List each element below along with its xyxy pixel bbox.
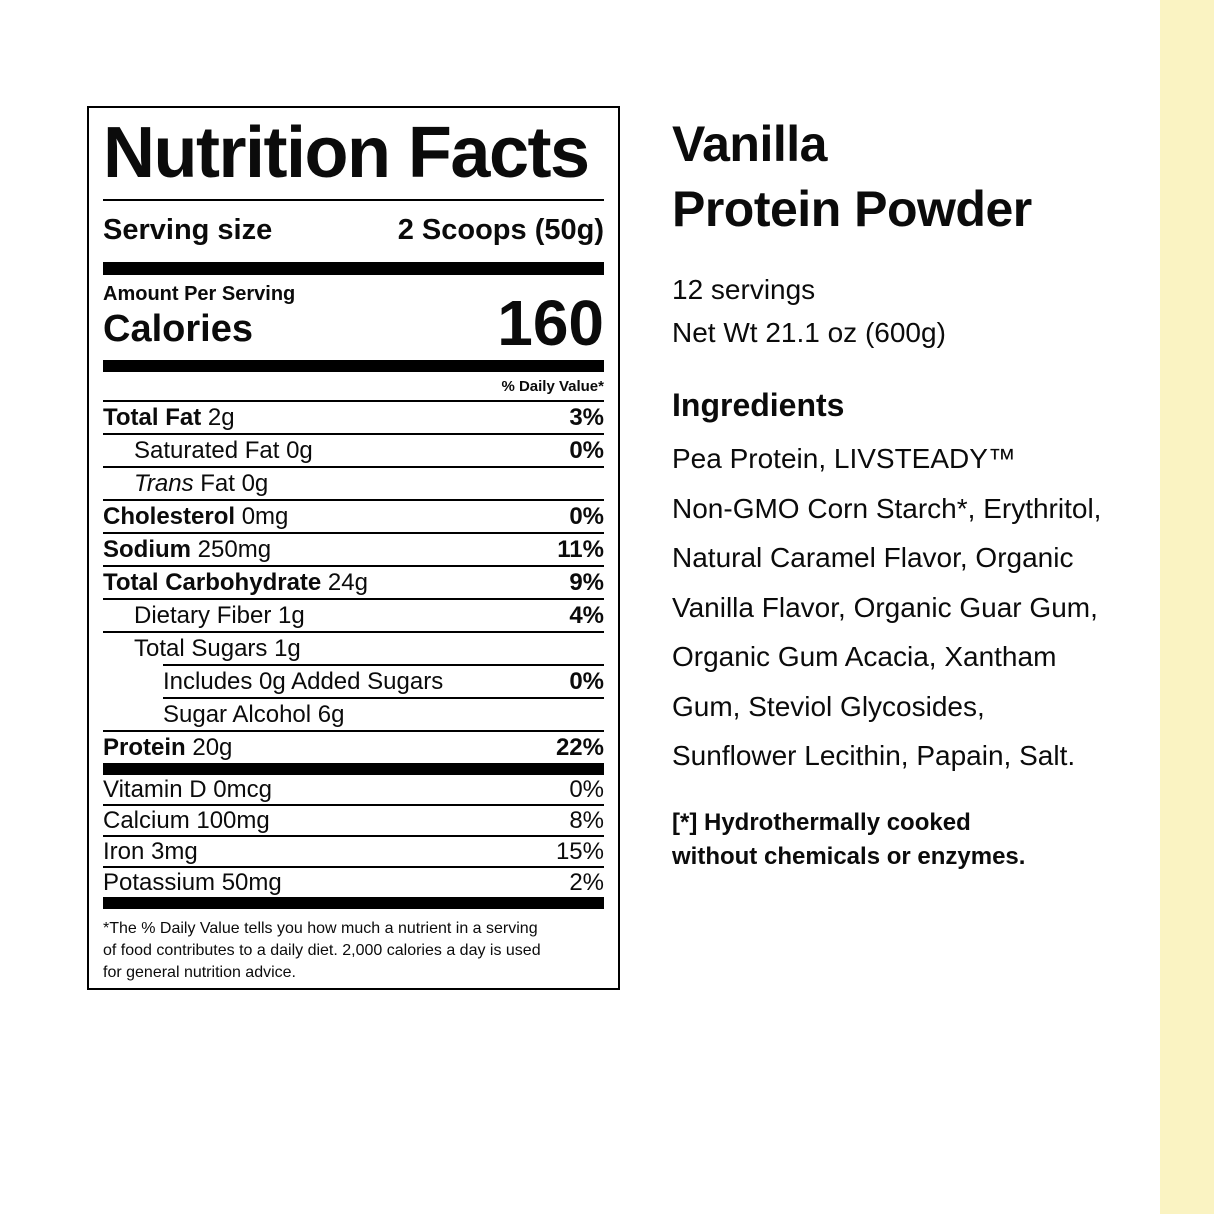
nutrition-facts-title: Nutrition Facts: [103, 116, 604, 201]
row-trans-fat: Trans Fat 0g: [103, 466, 604, 499]
row-saturated-fat: Saturated Fat 0g 0%: [103, 433, 604, 466]
daily-value-pct: 8%: [569, 807, 604, 834]
thick-divider: [103, 897, 604, 909]
calories-label: Calories: [103, 308, 253, 350]
micronutrient-rows: Vitamin D 0mcg 0% Calcium 100mg 8% Iron …: [103, 775, 604, 897]
daily-value-pct: 15%: [555, 838, 604, 865]
calories-block: Amount Per Serving Calories 160: [103, 275, 604, 360]
serving-size-value: 2 Scoops (50g): [397, 214, 604, 246]
net-weight: Net Wt 21.1 oz (600g): [672, 317, 946, 348]
ingredients-text: Pea Protein, LIVSTEADY™ Non-GMO Corn Sta…: [672, 443, 1102, 771]
row-sodium: Sodium 250mg 11%: [103, 532, 604, 565]
row-total-carbohydrate: Total Carbohydrate 24g 9%: [103, 565, 604, 598]
daily-value-pct: 9%: [569, 569, 604, 596]
row-vitamin-d: Vitamin D 0mcg 0%: [103, 776, 604, 803]
servings-count: 12 servings: [672, 274, 816, 305]
row-protein: Protein 20g 22%: [103, 730, 604, 763]
calories-value: 160: [497, 287, 604, 359]
ingredients-heading: Ingredients: [672, 387, 845, 423]
nutrient-rows: Total Fat 2g 3% Saturated Fat 0g 0% Tran…: [103, 400, 604, 763]
row-dietary-fiber: Dietary Fiber 1g 4%: [103, 598, 604, 631]
daily-value-pct: 0%: [569, 776, 604, 803]
thick-divider: [103, 360, 604, 372]
row-total-sugars: Total Sugars 1g: [103, 631, 604, 664]
daily-value-header: % Daily Value*: [501, 378, 604, 395]
daily-value-pct: 0%: [569, 503, 604, 530]
daily-value-pct: 0%: [569, 668, 604, 695]
row-iron: Iron 3mg 15%: [103, 835, 604, 866]
product-meta: 12 servings Net Wt 21.1 oz (600g): [672, 268, 1138, 354]
serving-size-row: Serving size 2 Scoops (50g): [103, 201, 604, 262]
nutrition-facts-panel: Nutrition Facts Serving size 2 Scoops (5…: [87, 106, 620, 990]
daily-value-pct: 11%: [557, 536, 604, 563]
daily-value-pct: 3%: [569, 404, 604, 431]
ingredients-footnote: [*] Hydrothermally cooked without chemic…: [672, 808, 1026, 870]
row-cholesterol: Cholesterol 0mg 0%: [103, 499, 604, 532]
row-total-fat: Total Fat 2g 3%: [103, 400, 604, 433]
row-potassium: Potassium 50mg 2%: [103, 866, 604, 897]
thick-divider: [103, 763, 604, 775]
daily-value-pct: 4%: [569, 602, 604, 629]
product-info-panel: Vanilla Protein Powder 12 servings Net W…: [672, 112, 1138, 874]
daily-value-footnote: *The % Daily Value tells you how much a …: [103, 920, 541, 981]
daily-value-pct: 2%: [569, 869, 604, 896]
product-title: Vanilla Protein Powder: [672, 116, 1032, 237]
daily-value-pct: 22%: [555, 734, 604, 761]
serving-size-label: Serving size: [103, 214, 273, 246]
row-added-sugars: Includes 0g Added Sugars 0%: [163, 664, 604, 697]
row-sugar-alcohol: Sugar Alcohol 6g: [163, 697, 604, 730]
row-calcium: Calcium 100mg 8%: [103, 804, 604, 835]
thick-divider: [103, 262, 604, 275]
daily-value-pct: 0%: [569, 437, 604, 464]
accent-strip: [1160, 0, 1214, 1214]
amount-per-serving-label: Amount Per Serving: [103, 283, 296, 305]
